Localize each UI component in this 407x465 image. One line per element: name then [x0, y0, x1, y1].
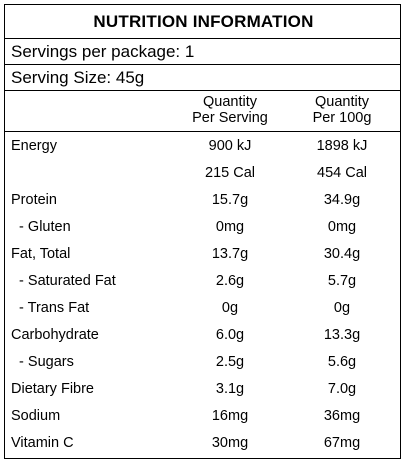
column-header-per-serving-line2: Per Serving: [192, 110, 268, 126]
panel-title: NUTRITION INFORMATION: [93, 12, 314, 31]
value-per-100g: 34.9g: [323, 192, 361, 208]
table-row: Energy 900 kJ 1898 kJ: [5, 133, 400, 160]
value-per-100g: 7.0g: [327, 381, 357, 397]
servings-per-package: Servings per package: 1: [11, 42, 195, 61]
value-per-serving: 2.5g: [215, 354, 245, 370]
value-per-serving: 900 kJ: [208, 138, 252, 154]
value-per-100g: 5.7g: [327, 273, 357, 289]
value-per-serving: 13.7g: [211, 246, 249, 262]
nutrient-label: - Sugars: [11, 354, 74, 370]
nutrient-label: Energy: [11, 138, 57, 154]
value-per-serving: 0g: [221, 300, 239, 316]
value-per-100g: 1898 kJ: [316, 138, 368, 154]
column-header-per-100g-line2: Per 100g: [312, 110, 372, 126]
nutrient-label: - Saturated Fat: [11, 273, 116, 289]
nutrient-label: Fat, Total: [11, 246, 71, 262]
value-per-100g: 67mg: [323, 435, 361, 451]
table-row: Vitamin C 30mg 67mg: [5, 430, 400, 457]
value-per-serving: 15.7g: [211, 192, 249, 208]
nutrient-label: Sodium: [11, 408, 61, 424]
value-per-100g: 5.6g: [327, 354, 357, 370]
divider-title: [5, 38, 400, 39]
table-row: - Gluten 0mg 0mg: [5, 214, 400, 241]
divider-header: [5, 131, 400, 132]
nutrient-label: Vitamin C: [11, 435, 74, 451]
value-per-serving: 0mg: [215, 219, 245, 235]
table-row: Dietary Fibre 3.1g 7.0g: [5, 376, 400, 403]
serving-size: Serving Size: 45g: [11, 68, 145, 87]
nutrient-label: Dietary Fibre: [11, 381, 94, 397]
table-row: Protein 15.7g 34.9g: [5, 187, 400, 214]
table-row: 215 Cal 454 Cal: [5, 160, 400, 187]
value-per-serving: 2.6g: [215, 273, 245, 289]
table-row: - Saturated Fat 2.6g 5.7g: [5, 268, 400, 295]
divider-serving-size: [5, 90, 400, 91]
nutrition-panel: NUTRITION INFORMATION Servings per packa…: [4, 4, 401, 459]
column-header-per-100g-line1: Quantity: [315, 94, 369, 110]
nutrient-label: Carbohydrate: [11, 327, 99, 343]
nutrient-label: - Trans Fat: [11, 300, 90, 316]
table-row: - Sugars 2.5g 5.6g: [5, 349, 400, 376]
value-per-100g: 0mg: [327, 219, 357, 235]
value-per-serving: 215 Cal: [205, 165, 255, 181]
column-header-per-serving: Quantity Per Serving: [175, 94, 285, 126]
table-row: Fat, Total 13.7g 30.4g: [5, 241, 400, 268]
value-per-100g: 454 Cal: [317, 165, 367, 181]
value-per-100g: 13.3g: [323, 327, 361, 343]
column-header-per-100g: Quantity Per 100g: [287, 94, 397, 126]
value-per-serving: 16mg: [211, 408, 249, 424]
nutrient-label: - Gluten: [11, 219, 71, 235]
value-per-100g: 0g: [333, 300, 351, 316]
value-per-100g: 36mg: [323, 408, 361, 424]
value-per-serving: 6.0g: [215, 327, 245, 343]
column-header-per-serving-line1: Quantity: [203, 94, 257, 110]
table-row: Carbohydrate 6.0g 13.3g: [5, 322, 400, 349]
divider-servings: [5, 64, 400, 65]
value-per-serving: 30mg: [211, 435, 249, 451]
nutrient-label: Protein: [11, 192, 57, 208]
value-per-100g: 30.4g: [323, 246, 361, 262]
table-row: Sodium 16mg 36mg: [5, 403, 400, 430]
value-per-serving: 3.1g: [215, 381, 245, 397]
table-row: - Trans Fat 0g 0g: [5, 295, 400, 322]
